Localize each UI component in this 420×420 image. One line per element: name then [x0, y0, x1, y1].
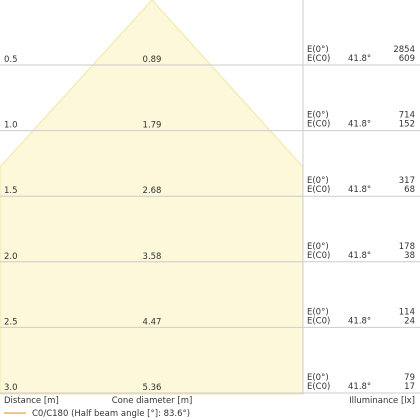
diameter: 3.58 — [143, 252, 162, 262]
value-top: 79 — [404, 373, 415, 383]
distance-label: Distance [m] — [4, 396, 59, 406]
value-top: 2854 — [393, 45, 415, 55]
value-bottom: 68 — [404, 185, 415, 195]
diameter: 1.79 — [143, 121, 162, 131]
label-top: E(0°) — [307, 373, 329, 383]
label-bottom: E(C0) — [307, 54, 330, 64]
distance: 2.0 — [4, 252, 18, 262]
legend-label: C0/C180 (Half beam angle [°]: 83.6°) — [32, 409, 190, 419]
value-bottom: 152 — [399, 120, 415, 130]
label-bottom: E(C0) — [307, 382, 330, 392]
diameter: 0.89 — [143, 55, 162, 65]
value-bottom: 24 — [404, 316, 415, 326]
diameter: 4.47 — [143, 317, 162, 327]
label-bottom: E(C0) — [307, 316, 330, 326]
value-top: 317 — [399, 176, 415, 186]
value-bottom: 609 — [399, 54, 415, 64]
angle: 41.8° — [348, 251, 371, 261]
angle: 41.8° — [348, 382, 371, 392]
value-bottom: 38 — [404, 251, 415, 261]
distance: 1.5 — [4, 186, 18, 196]
angle: 41.8° — [348, 120, 371, 130]
angle: 41.8° — [348, 185, 371, 195]
label-bottom: E(C0) — [307, 185, 330, 195]
value-top: 714 — [399, 111, 415, 121]
angle: 41.8° — [348, 316, 371, 326]
label-top: E(0°) — [307, 242, 329, 252]
distance: 1.0 — [4, 121, 18, 131]
angle: 41.8° — [348, 54, 371, 64]
distance: 2.5 — [4, 317, 18, 327]
label-top: E(0°) — [307, 111, 329, 121]
diameter-label: Cone diameter [m] — [112, 396, 193, 406]
diameter: 5.36 — [143, 383, 162, 393]
value-top: 114 — [399, 307, 415, 317]
label-bottom: E(C0) — [307, 251, 330, 261]
value-bottom: 17 — [404, 382, 415, 392]
label-bottom: E(C0) — [307, 120, 330, 130]
distance: 0.5 — [4, 55, 18, 65]
illuminance-label: Illuminance [lx] — [349, 396, 415, 406]
label-top: E(0°) — [307, 176, 329, 186]
label-top: E(0°) — [307, 45, 329, 55]
light-cone — [0, 0, 304, 395]
diameter: 2.68 — [143, 186, 162, 196]
distance: 3.0 — [4, 383, 18, 393]
value-top: 178 — [399, 242, 415, 252]
label-top: E(0°) — [307, 307, 329, 317]
